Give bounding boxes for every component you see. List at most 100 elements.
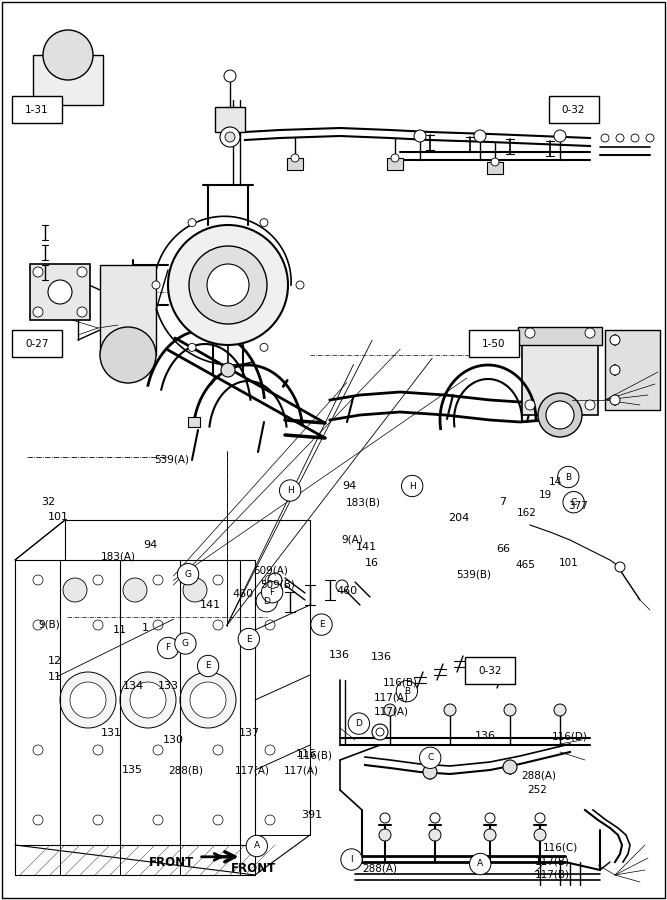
Text: 252: 252 — [528, 785, 548, 796]
Circle shape — [525, 400, 535, 410]
Circle shape — [554, 130, 566, 142]
Text: 136: 136 — [371, 652, 392, 662]
Circle shape — [525, 328, 535, 338]
Circle shape — [265, 575, 275, 585]
Text: 94: 94 — [143, 539, 158, 550]
Circle shape — [429, 829, 441, 841]
Circle shape — [130, 682, 166, 718]
Text: F: F — [165, 644, 171, 652]
Text: 116(C): 116(C) — [543, 842, 578, 853]
Text: 101: 101 — [48, 512, 69, 523]
Text: FRONT: FRONT — [231, 862, 276, 875]
Text: 135: 135 — [121, 765, 143, 776]
Circle shape — [615, 562, 625, 572]
Circle shape — [610, 365, 620, 375]
Text: E: E — [246, 634, 251, 644]
Circle shape — [534, 829, 546, 841]
Circle shape — [93, 745, 103, 755]
Text: 134: 134 — [123, 680, 144, 691]
Circle shape — [100, 327, 156, 383]
Text: 141: 141 — [200, 599, 221, 610]
Circle shape — [188, 219, 196, 227]
Bar — [30, 264, 90, 320]
Circle shape — [197, 655, 219, 677]
Text: C: C — [427, 753, 434, 762]
Circle shape — [70, 682, 106, 718]
Text: B: B — [404, 687, 410, 696]
Circle shape — [152, 281, 160, 289]
Circle shape — [48, 280, 72, 304]
Text: 288(A): 288(A) — [363, 863, 398, 874]
Text: 137: 137 — [239, 728, 260, 739]
Text: 1-50: 1-50 — [482, 338, 506, 349]
Text: 117(A): 117(A) — [235, 765, 269, 776]
Circle shape — [207, 264, 249, 306]
Circle shape — [601, 134, 609, 142]
Text: 183(A): 183(A) — [101, 551, 135, 562]
Circle shape — [175, 633, 196, 654]
Text: 391: 391 — [301, 810, 322, 821]
Text: 116(B): 116(B) — [383, 677, 418, 688]
Circle shape — [402, 475, 423, 497]
Bar — [548, 96, 598, 123]
Circle shape — [558, 466, 579, 488]
Circle shape — [213, 620, 223, 630]
Circle shape — [261, 581, 283, 603]
Circle shape — [93, 575, 103, 585]
Circle shape — [221, 363, 235, 377]
Circle shape — [157, 637, 179, 659]
Text: FRONT: FRONT — [149, 856, 194, 869]
Circle shape — [153, 745, 163, 755]
Bar — [33, 55, 103, 105]
Text: 460: 460 — [233, 589, 254, 599]
Circle shape — [376, 728, 384, 736]
Text: 7: 7 — [500, 497, 506, 508]
Bar — [387, 158, 403, 170]
Bar — [12, 96, 61, 123]
Circle shape — [291, 154, 299, 162]
Text: 133: 133 — [158, 680, 179, 691]
Circle shape — [188, 344, 196, 351]
Text: 94: 94 — [342, 481, 357, 491]
Bar — [522, 345, 598, 415]
Text: 141: 141 — [356, 542, 378, 553]
Circle shape — [396, 680, 418, 702]
Circle shape — [153, 575, 163, 585]
Text: E: E — [205, 662, 211, 670]
Circle shape — [220, 127, 240, 147]
Circle shape — [430, 813, 440, 823]
Circle shape — [391, 154, 399, 162]
Circle shape — [546, 401, 574, 429]
Text: H: H — [409, 482, 416, 490]
Circle shape — [423, 765, 437, 779]
Circle shape — [503, 760, 517, 774]
Circle shape — [224, 70, 236, 82]
Circle shape — [33, 815, 43, 825]
Circle shape — [372, 724, 388, 740]
Text: 288(A): 288(A) — [522, 770, 556, 781]
Circle shape — [93, 815, 103, 825]
Text: 136: 136 — [328, 650, 350, 661]
Text: 19: 19 — [539, 490, 552, 500]
Text: 14: 14 — [548, 477, 562, 488]
Text: 131: 131 — [101, 728, 122, 739]
Circle shape — [260, 344, 268, 351]
Circle shape — [153, 815, 163, 825]
Circle shape — [265, 815, 275, 825]
Circle shape — [491, 158, 499, 166]
Circle shape — [585, 400, 595, 410]
Text: F: F — [269, 588, 275, 597]
Circle shape — [225, 132, 235, 142]
Text: 117(B): 117(B) — [535, 869, 570, 880]
Circle shape — [77, 307, 87, 317]
Text: 1-31: 1-31 — [25, 104, 49, 115]
Circle shape — [585, 328, 595, 338]
Circle shape — [77, 267, 87, 277]
Circle shape — [504, 704, 516, 716]
Text: D: D — [356, 719, 362, 728]
Circle shape — [177, 563, 199, 585]
Circle shape — [246, 835, 267, 857]
Text: 183(B): 183(B) — [346, 497, 380, 508]
Circle shape — [474, 130, 486, 142]
Circle shape — [296, 281, 304, 289]
